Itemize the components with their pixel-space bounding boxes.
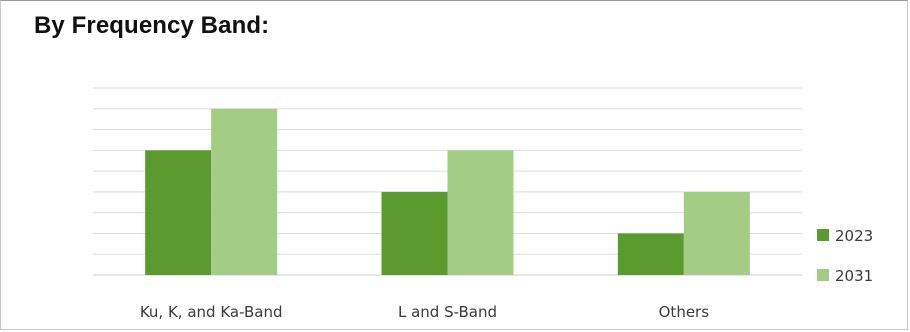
bar-2031-1 <box>211 108 278 276</box>
bars <box>145 108 750 276</box>
bar-2023-2 <box>381 191 448 275</box>
legend-label-2023: 2023 <box>835 227 873 245</box>
legend: 2023 2031 <box>817 227 873 285</box>
legend-swatch-2031 <box>817 269 829 281</box>
legend-swatch-2023 <box>817 229 829 241</box>
bar-2031-3 <box>683 191 750 275</box>
x-axis-tick-labels: Ku, K, and Ka-Band L and S-Band Others <box>140 303 709 321</box>
legend-label-2031: 2031 <box>835 267 873 285</box>
x-tick-label: L and S-Band <box>398 303 497 321</box>
bar-2031-2 <box>447 150 514 275</box>
x-tick-label: Others <box>659 303 710 321</box>
x-tick-label: Ku, K, and Ka-Band <box>140 303 283 321</box>
bar-2023-3 <box>617 233 684 275</box>
chart-title: By Frequency Band: <box>34 12 270 39</box>
bar-2023-1 <box>145 150 212 275</box>
